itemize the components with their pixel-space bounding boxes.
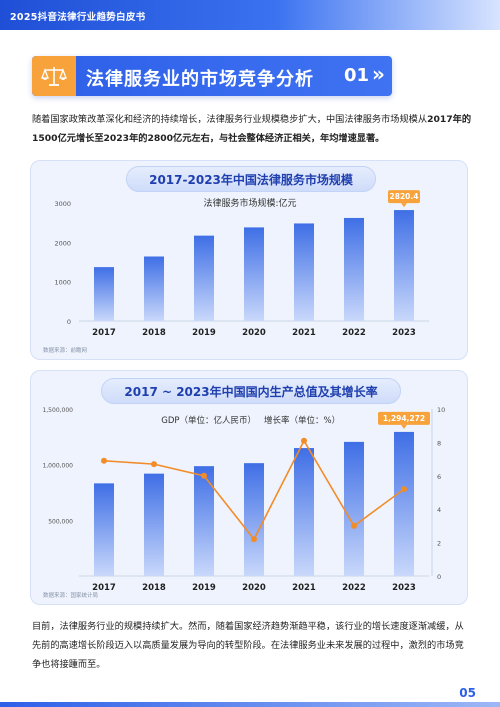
y-right-tick-label: 10 [437, 406, 445, 414]
bar [394, 210, 414, 321]
growth-rate-point [151, 461, 157, 468]
intro-paragraph: 随着国家政策改革深化和经济的持续增长，法律服务行业规模稳步扩大，中国法律服务市场… [32, 110, 472, 148]
bar [144, 256, 164, 321]
intro-highlight: 2017年的1500亿元增长至2023年的2800亿元左右，与社会整体经济正相关… [32, 114, 472, 144]
bar [194, 466, 214, 576]
x-tick-label: 2017 [92, 328, 116, 338]
y-left-tick-label: 1,500,000 [42, 407, 73, 414]
bar [344, 217, 364, 321]
x-tick-label: 2021 [292, 328, 316, 338]
legend-growth-rate: 增长率（单位：%） [264, 415, 340, 426]
growth-rate-point [401, 486, 407, 493]
x-tick-label: 2019 [192, 583, 216, 593]
x-tick-label: 2018 [142, 583, 166, 593]
legal-market-chart-card: 2017-2023年中国法律服务市场规模 法律服务市场规模:亿元 0 1000 200… [30, 160, 468, 360]
x-tick-label: 2020 [242, 328, 266, 338]
chart-title: 2017-2023年中国法律服务市场规模 [126, 166, 376, 192]
bar [194, 235, 214, 321]
x-tick-label: 2022 [342, 583, 366, 593]
x-tick-label: 2017 [92, 583, 116, 593]
bar [244, 463, 264, 576]
document-title: 2025抖音法律行业趋势白皮书 [10, 12, 146, 23]
bar [144, 473, 164, 576]
x-tick-label: 2021 [292, 583, 316, 593]
section-number: 01 [344, 65, 370, 86]
value-callout [378, 411, 430, 425]
y-tick-label: 1000 [54, 279, 71, 287]
y-right-tick-label: 8 [437, 439, 441, 447]
callout-pointer [401, 424, 407, 429]
outro-paragraph: 目前，法律服务行业的规模持续扩大。然而，随着国家经济趋势渐趋平稳，该行业的增长速… [32, 621, 464, 670]
bar [344, 441, 364, 576]
gdp-chart-card: 2017 ~ 2023年中国国内生产总值及其增长率 GDP（单位：亿人民币） 增长… [30, 370, 468, 605]
series-label: 法律服务市场规模:亿元 [203, 197, 296, 209]
legend-gdp: GDP（单位：亿人民币） [161, 415, 256, 426]
y-tick-label: 2000 [54, 239, 71, 247]
bar [394, 431, 414, 576]
bar [244, 227, 264, 321]
intro-text: 随着国家政策改革深化和经济的持续增长，法律服务行业规模稳步扩大，中国法律服务市场… [32, 114, 428, 125]
y-tick-label: 3000 [54, 200, 71, 208]
chart-source: 数据来源：国家统计局 [43, 593, 99, 599]
callout-pointer [401, 203, 407, 208]
section-header: 法律服务业的市场竞争分析 01 » [32, 56, 392, 96]
value-label: 2820.4 [390, 192, 419, 201]
y-right-tick-label: 0 [437, 573, 441, 581]
page-number: 05 [459, 686, 476, 700]
y-right-tick-label: 6 [437, 473, 441, 481]
bar [94, 267, 114, 321]
chevron-right-icon: » [372, 62, 385, 86]
y-right-tick-label: 4 [437, 506, 441, 514]
growth-rate-point [201, 472, 207, 479]
chart-title: 2017 ~ 2023年中国国内生产总值及其增长率 [101, 378, 401, 404]
x-tick-label: 2020 [242, 583, 266, 593]
top-banner: 2025抖音法律行业趋势白皮书 [0, 0, 500, 30]
y-left-tick-label: 1,000,000 [42, 463, 73, 470]
growth-rate-point [101, 457, 107, 464]
section-title: 法律服务业的市场竞争分析 [86, 69, 314, 90]
bar [294, 223, 314, 321]
growth-rate-point [351, 522, 357, 529]
chart-source: 数据来源：前瞻网 [43, 348, 88, 354]
growth-rate-point [251, 536, 257, 543]
value-callout [388, 190, 420, 204]
footer-bar [0, 702, 500, 707]
legal-market-bar-chart: 法律服务市场规模:亿元 0 1000 2000 3000 2017 2018 2019 2020… [54, 190, 429, 338]
y-right-tick-label: 2 [437, 540, 441, 548]
y-tick-label: 0 [67, 318, 71, 326]
bar [94, 483, 114, 576]
x-tick-label: 2022 [342, 328, 366, 338]
x-tick-label: 2018 [142, 328, 166, 338]
bar [294, 448, 314, 576]
growth-rate-point [301, 437, 307, 444]
x-tick-label: 2019 [192, 328, 216, 338]
x-tick-label: 2023 [392, 583, 416, 593]
scales-icon [32, 56, 76, 96]
gdp-combo-chart: GDP（单位：亿人民币） 增长率（单位：%） 500,000 1,000,000 1,5… [42, 406, 445, 593]
value-label: 1,294,272 [383, 414, 425, 423]
y-left-tick-label: 500,000 [48, 518, 73, 525]
x-tick-label: 2023 [392, 328, 416, 338]
